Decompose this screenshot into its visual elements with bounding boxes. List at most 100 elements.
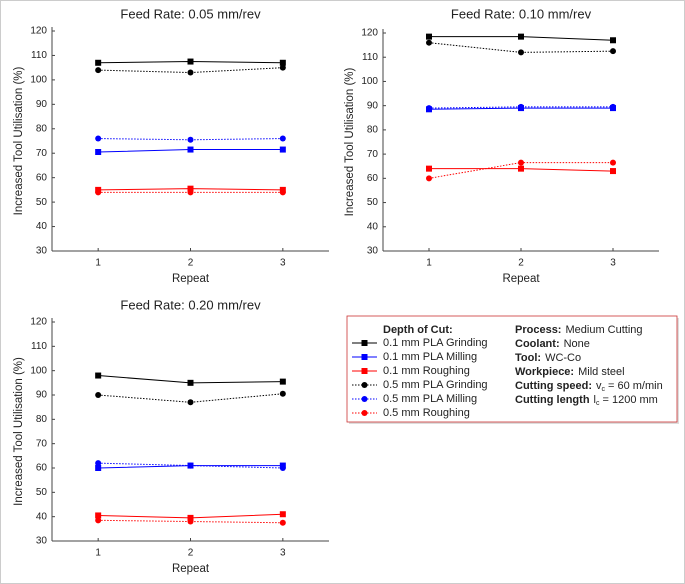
legend-label: 0.1 mm Roughing <box>383 365 470 377</box>
y-tick-label: 100 <box>361 76 378 87</box>
marker <box>95 67 102 74</box>
marker <box>95 392 102 398</box>
note-symbol: l <box>594 394 596 406</box>
marker <box>187 518 194 525</box>
marker <box>518 33 524 40</box>
y-tick-label: 100 <box>30 75 47 86</box>
marker <box>610 159 616 166</box>
marker <box>95 372 102 379</box>
marker <box>95 149 102 155</box>
marker <box>187 146 194 153</box>
x-tick-label: 1 <box>426 258 432 269</box>
marker <box>187 58 194 65</box>
y-tick-label: 50 <box>36 487 48 498</box>
y-tick-label: 90 <box>36 99 48 110</box>
legend-label: 0.5 mm Roughing <box>383 407 470 419</box>
marker <box>279 465 286 471</box>
legend-note: Coolant: None <box>515 338 590 350</box>
legend-marker <box>361 410 368 416</box>
note-label: Workpiece: <box>515 366 574 378</box>
marker <box>279 59 286 66</box>
marker <box>279 511 286 518</box>
y-axis-label: Increased Tool Utilisation (%) <box>13 357 25 506</box>
y-tick-label: 110 <box>31 50 47 61</box>
legend-label: 0.5 mm PLA Grinding <box>383 379 488 391</box>
marker <box>279 378 286 385</box>
marker <box>187 189 194 196</box>
y-tick-label: 70 <box>36 148 48 159</box>
legend-label: 0.5 mm PLA Milling <box>383 393 477 405</box>
legend-title: Depth of Cut: <box>383 324 453 336</box>
marker <box>426 39 432 46</box>
x-tick-label: 2 <box>188 258 194 269</box>
legend-label: 0.1 mm PLA Milling <box>383 351 477 363</box>
legend-marker <box>361 382 368 388</box>
marker <box>95 135 102 142</box>
y-tick-label: 110 <box>362 52 378 63</box>
legend-note: Workpiece: Mild steel <box>515 366 625 378</box>
legend-note: Tool: WC-Co <box>515 352 581 364</box>
x-axis-label: Repeat <box>502 273 540 285</box>
note-label: Coolant: <box>515 338 560 350</box>
chart-title: Feed Rate: 0.10 mm/rev <box>451 6 592 21</box>
y-tick-label: 60 <box>36 172 48 183</box>
marker <box>187 514 194 521</box>
marker <box>610 37 616 44</box>
marker <box>610 103 616 110</box>
marker <box>518 103 524 110</box>
note-symbol: v <box>596 380 602 392</box>
x-tick-label: 2 <box>518 258 524 269</box>
marker <box>95 189 102 196</box>
marker <box>95 512 102 519</box>
y-axis-label: Increased Tool Utilisation (%) <box>344 67 356 216</box>
series-line <box>98 67 283 74</box>
y-tick-label: 90 <box>36 390 48 401</box>
marker <box>279 64 286 71</box>
y-tick-label: 100 <box>30 365 47 376</box>
legend-note: Process: Medium Cutting <box>515 324 643 336</box>
y-tick-label: 40 <box>36 511 48 522</box>
y-tick-label: 60 <box>367 173 379 184</box>
y-tick-label: 50 <box>367 197 379 208</box>
series-line <box>428 106 613 109</box>
marker <box>279 519 286 526</box>
note-text: = 60 m/min <box>608 380 663 392</box>
marker <box>518 165 524 172</box>
chart-title: Feed Rate: 0.20 mm/rev <box>120 297 261 312</box>
x-tick-label: 3 <box>280 548 286 559</box>
series-line <box>428 42 614 53</box>
marker <box>187 69 194 76</box>
legend-label: 0.1 mm PLA Grinding <box>383 337 488 349</box>
y-tick-label: 30 <box>36 536 48 547</box>
y-tick-label: 50 <box>36 197 48 208</box>
legend-marker <box>361 340 368 346</box>
marker <box>426 33 432 40</box>
legend-marker <box>361 354 368 360</box>
marker <box>426 175 432 182</box>
note-label: Cutting speed: <box>515 380 592 392</box>
y-tick-label: 90 <box>367 100 379 111</box>
note-text: = 1200 mm <box>603 394 658 406</box>
y-tick-label: 80 <box>367 125 379 136</box>
marker <box>518 49 524 56</box>
y-tick-label: 80 <box>36 123 48 134</box>
note-subscript: c <box>596 400 600 407</box>
marker <box>95 460 102 467</box>
x-tick-label: 2 <box>188 548 194 559</box>
marker <box>187 462 194 469</box>
legend-marker <box>361 396 368 402</box>
y-tick-label: 120 <box>361 28 378 39</box>
note-label: Tool: <box>515 352 541 364</box>
legend-box <box>346 315 678 423</box>
y-tick-label: 70 <box>36 438 48 449</box>
series-line <box>98 393 283 403</box>
note-text: Mild steel <box>578 366 624 378</box>
x-tick-label: 3 <box>610 258 616 269</box>
y-tick-label: 60 <box>36 463 48 474</box>
y-tick-label: 40 <box>36 221 48 232</box>
marker <box>187 379 194 386</box>
marker <box>187 399 194 406</box>
note-text: WC-Co <box>545 352 581 364</box>
